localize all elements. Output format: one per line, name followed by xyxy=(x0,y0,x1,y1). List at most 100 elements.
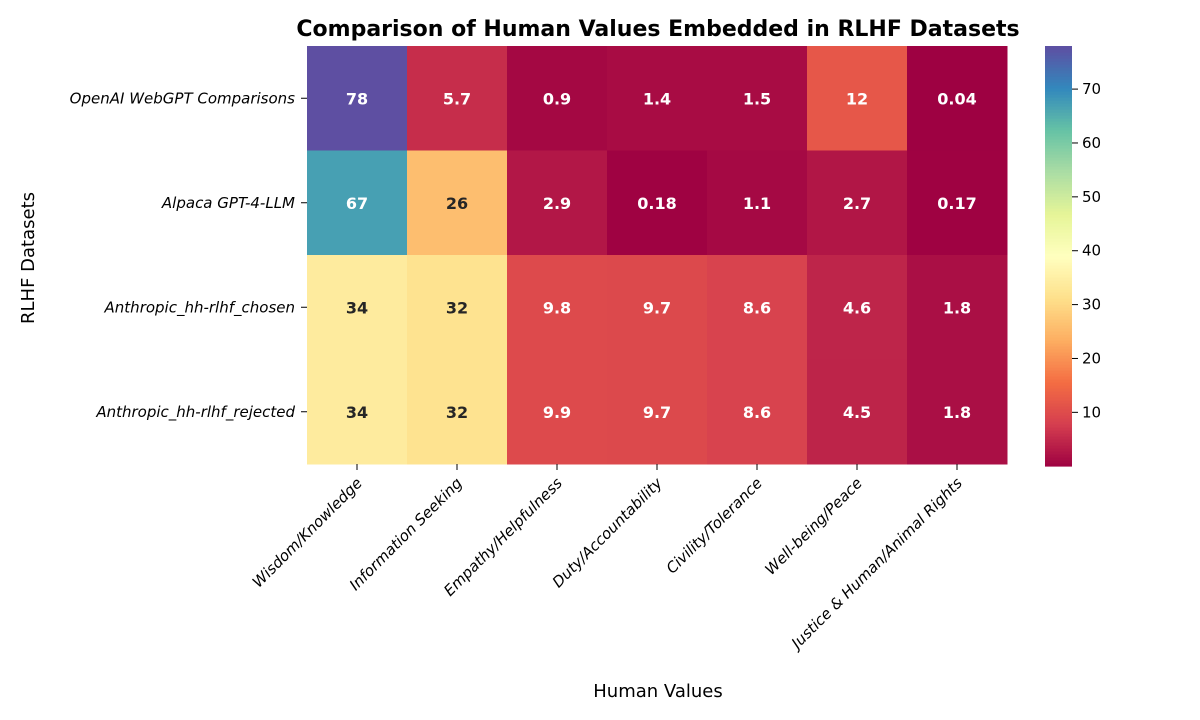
y-tick-label: OpenAI WebGPT Comparisons xyxy=(70,89,296,107)
colorbar-segment xyxy=(1045,361,1072,365)
colorbar-segment xyxy=(1045,229,1072,233)
colorbar-segment xyxy=(1045,169,1072,173)
cell-value-label: 8.6 xyxy=(743,403,771,422)
colorbar-segment xyxy=(1045,442,1072,446)
x-tick-label: Duty/Accountability xyxy=(549,473,667,591)
heatmap-cell xyxy=(407,150,508,256)
colorbar-segment xyxy=(1045,184,1072,188)
colorbar-segment xyxy=(1045,61,1072,65)
colorbar-segment xyxy=(1045,313,1072,317)
cell-value-label: 67 xyxy=(346,194,368,213)
colorbar-segment xyxy=(1045,280,1072,284)
colorbar-segment xyxy=(1045,112,1072,116)
colorbar-tick-label: 40 xyxy=(1082,242,1101,260)
colorbar-segment xyxy=(1045,181,1072,185)
cell-value-label: 32 xyxy=(446,403,468,422)
colorbar-segment xyxy=(1045,406,1072,410)
colorbar-segment xyxy=(1045,436,1072,440)
heatmap-cell xyxy=(407,255,508,360)
colorbar-segment xyxy=(1045,319,1072,323)
colorbar-segment xyxy=(1045,439,1072,443)
colorbar-segment xyxy=(1045,151,1072,155)
heatmap-cell xyxy=(807,255,908,360)
colorbar-segment xyxy=(1045,58,1072,62)
cell-value-label: 1.1 xyxy=(743,194,771,213)
colorbar-segment xyxy=(1045,178,1072,182)
cell-value-label: 1.5 xyxy=(743,89,771,108)
colorbar-segment xyxy=(1045,283,1072,287)
y-axis-title: RLHF Datasets xyxy=(18,192,39,324)
colorbar-segment xyxy=(1045,340,1072,344)
cell-value-label: 34 xyxy=(346,403,368,422)
colorbar-segment xyxy=(1045,241,1072,245)
colorbar-segment xyxy=(1045,418,1072,422)
cell-value-label: 4.5 xyxy=(843,403,871,422)
colorbar-segment xyxy=(1045,256,1072,260)
colorbar-segment xyxy=(1045,385,1072,389)
colorbar-segment xyxy=(1045,412,1072,416)
cell-value-label: 9.7 xyxy=(643,298,671,317)
colorbar-segment xyxy=(1045,49,1072,53)
colorbar-tick-label: 50 xyxy=(1082,188,1101,206)
colorbar-segment xyxy=(1045,46,1072,50)
y-tick-label: Anthropic_hh-rlhf_rejected xyxy=(95,403,295,422)
heatmap-cell xyxy=(707,359,808,465)
colorbar-segment xyxy=(1045,70,1072,74)
colorbar-segment xyxy=(1045,352,1072,356)
colorbar-segment xyxy=(1045,301,1072,305)
colorbar-segment xyxy=(1045,166,1072,170)
colorbar-segment xyxy=(1045,214,1072,218)
colorbar: 10 20 30 40 50 60 70 xyxy=(1045,46,1101,467)
colorbar-segment xyxy=(1045,238,1072,242)
colorbar-segment xyxy=(1045,457,1072,461)
colorbar-segment xyxy=(1045,382,1072,386)
colorbar-segment xyxy=(1045,343,1072,347)
heatmap-cell xyxy=(307,46,408,151)
heatmap-cell xyxy=(307,150,408,256)
colorbar-segment xyxy=(1045,304,1072,308)
heatmap-cell xyxy=(307,255,408,360)
colorbar-segment xyxy=(1045,277,1072,281)
colorbar-segment xyxy=(1045,325,1072,329)
colorbar-segment xyxy=(1045,82,1072,86)
colorbar-segment xyxy=(1045,121,1072,125)
colorbar-segment xyxy=(1045,202,1072,206)
colorbar-segment xyxy=(1045,367,1072,371)
colorbar-segment xyxy=(1045,253,1072,257)
colorbar-segment xyxy=(1045,97,1072,101)
heatmap-cell xyxy=(507,359,608,465)
heatmap-cell-labels: 78 5.7 0.9 1.4 1.5 12 0.04 67 26 2.9 0.18 1.1 2.7 0.1… xyxy=(346,89,977,422)
colorbar-segment xyxy=(1045,103,1072,107)
heatmap-cell xyxy=(507,46,608,151)
x-tick-label: Justice & Human/Animal Rights xyxy=(786,474,966,654)
heatmap-cell xyxy=(507,255,608,360)
colorbar-segment xyxy=(1045,115,1072,119)
colorbar-segment xyxy=(1045,124,1072,128)
heatmap-cells xyxy=(307,46,1008,465)
colorbar-segment xyxy=(1045,376,1072,380)
colorbar-segment xyxy=(1045,109,1072,113)
cell-value-label: 12 xyxy=(846,89,868,108)
colorbar-tick-label: 60 xyxy=(1082,134,1101,152)
heatmap-cell xyxy=(407,359,508,465)
y-tick-label: Anthropic_hh-rlhf_chosen xyxy=(104,298,295,317)
colorbar-segment xyxy=(1045,67,1072,71)
colorbar-segment xyxy=(1045,52,1072,56)
colorbar-segment xyxy=(1045,100,1072,104)
colorbar-segment xyxy=(1045,409,1072,413)
colorbar-segment xyxy=(1045,433,1072,437)
heatmap-cell xyxy=(407,46,508,151)
colorbar-segment xyxy=(1045,415,1072,419)
colorbar-segment xyxy=(1045,274,1072,278)
colorbar-segment xyxy=(1045,244,1072,248)
cell-value-label: 1.8 xyxy=(943,298,971,317)
colorbar-segment xyxy=(1045,397,1072,401)
cell-value-label: 1.8 xyxy=(943,403,971,422)
colorbar-segment xyxy=(1045,172,1072,176)
y-tick-labels: OpenAI WebGPT Comparisons Alpaca GPT-4-LL… xyxy=(70,89,307,422)
colorbar-segment xyxy=(1045,394,1072,398)
heatmap-cell xyxy=(807,150,908,256)
chart-title: Comparison of Human Values Embedded in R… xyxy=(296,17,1019,42)
